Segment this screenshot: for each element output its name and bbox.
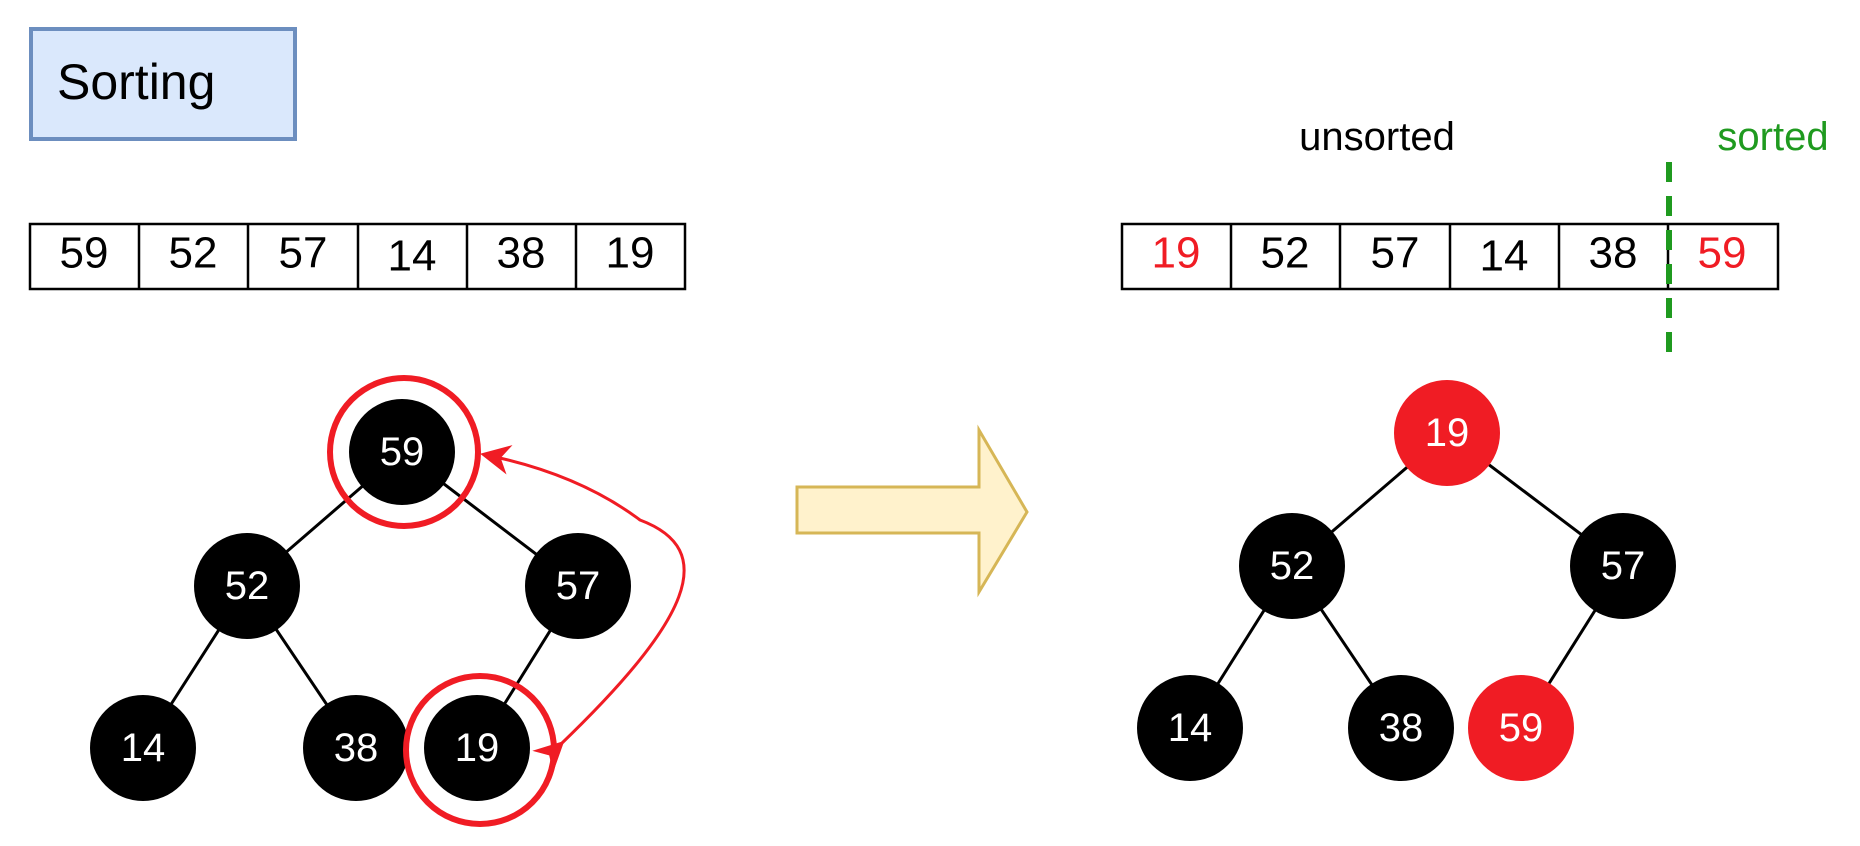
after-node-label: 59 [1499, 706, 1544, 750]
before-node-root [349, 399, 455, 505]
after-node-label: 19 [1425, 411, 1470, 455]
before-node-left-left [90, 695, 196, 801]
after-node-root [1394, 380, 1500, 486]
before-array-cell: 19 [606, 229, 655, 278]
highlight-ring-root [327, 375, 481, 529]
before-array: 59 52 57 14 38 19 [28, 222, 687, 291]
before-node-label: 14 [121, 726, 166, 770]
before-node-left [194, 533, 300, 639]
after-node-left-left [1137, 675, 1243, 781]
title-box: Sorting [29, 27, 297, 141]
after-node-right-left [1468, 675, 1574, 781]
swap-arrow [480, 445, 686, 773]
before-array-cell: 57 [279, 229, 328, 278]
after-node-label: 57 [1601, 544, 1646, 588]
after-array-cell: 52 [1261, 229, 1310, 278]
after-array-cell: 14 [1480, 232, 1529, 281]
after-array-cell: 59 [1698, 229, 1747, 278]
before-node-label: 38 [334, 726, 379, 770]
before-array-cell: 52 [169, 229, 218, 278]
transition-arrow [795, 424, 1029, 598]
before-array-cell: 38 [497, 229, 546, 278]
before-node-label: 52 [225, 564, 270, 608]
after-array-cell: 57 [1371, 229, 1420, 278]
after-node-label: 52 [1270, 544, 1315, 588]
after-node-left-right [1348, 675, 1454, 781]
before-node-label: 57 [556, 564, 601, 608]
after-tree: 19 52 57 14 38 59 [1137, 380, 1676, 781]
after-array-cell: 38 [1589, 229, 1638, 278]
sorted-label: sorted [1717, 115, 1828, 159]
page-title: Sorting [57, 54, 215, 110]
after-node-left [1239, 513, 1345, 619]
unsorted-label: unsorted [1299, 115, 1455, 159]
after-node-label: 14 [1168, 706, 1213, 750]
before-node-left-right [303, 695, 409, 801]
before-tree: 59 52 57 14 38 19 [90, 375, 686, 827]
after-node-label: 38 [1379, 706, 1424, 750]
before-array-cell: 14 [388, 232, 437, 281]
before-node-label: 59 [380, 430, 425, 474]
after-array-cell: 19 [1152, 229, 1201, 278]
before-node-label: 19 [455, 726, 500, 770]
before-array-cell: 59 [60, 229, 109, 278]
after-node-right [1570, 513, 1676, 619]
after-array: 19 52 57 14 38 59 [1120, 222, 1780, 291]
